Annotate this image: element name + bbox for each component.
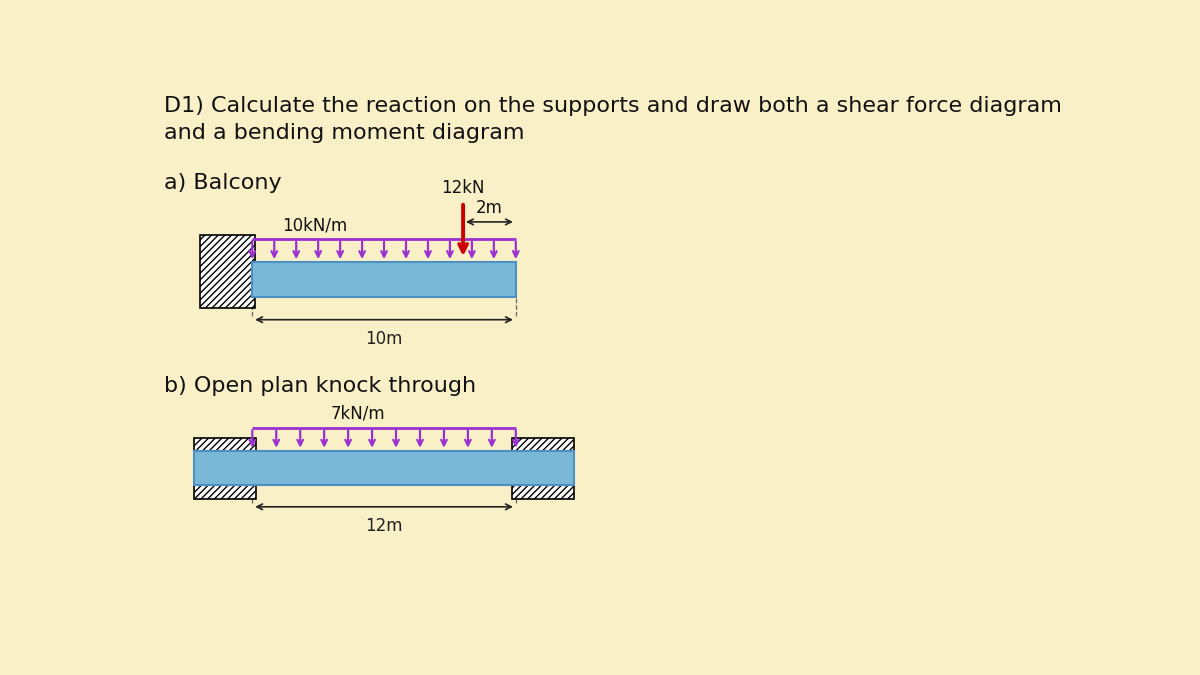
Text: D1) Calculate the reaction on the supports and draw both a shear force diagram: D1) Calculate the reaction on the suppor… [164, 97, 1062, 116]
Text: 12m: 12m [365, 517, 403, 535]
Text: 10kN/m: 10kN/m [282, 216, 347, 234]
Text: b) Open plan knock through: b) Open plan knock through [164, 376, 476, 396]
Text: a) Balcony: a) Balcony [164, 173, 282, 194]
Text: 12kN: 12kN [442, 180, 485, 197]
Text: 7kN/m: 7kN/m [330, 405, 385, 423]
Bar [512, 437, 574, 499]
Bar [194, 437, 256, 499]
Text: 2m: 2m [476, 198, 503, 217]
Bar [194, 451, 574, 485]
Text: and a bending moment diagram: and a bending moment diagram [164, 124, 524, 143]
Bar [252, 262, 516, 296]
Text: 10m: 10m [365, 329, 403, 348]
Bar [200, 235, 254, 308]
